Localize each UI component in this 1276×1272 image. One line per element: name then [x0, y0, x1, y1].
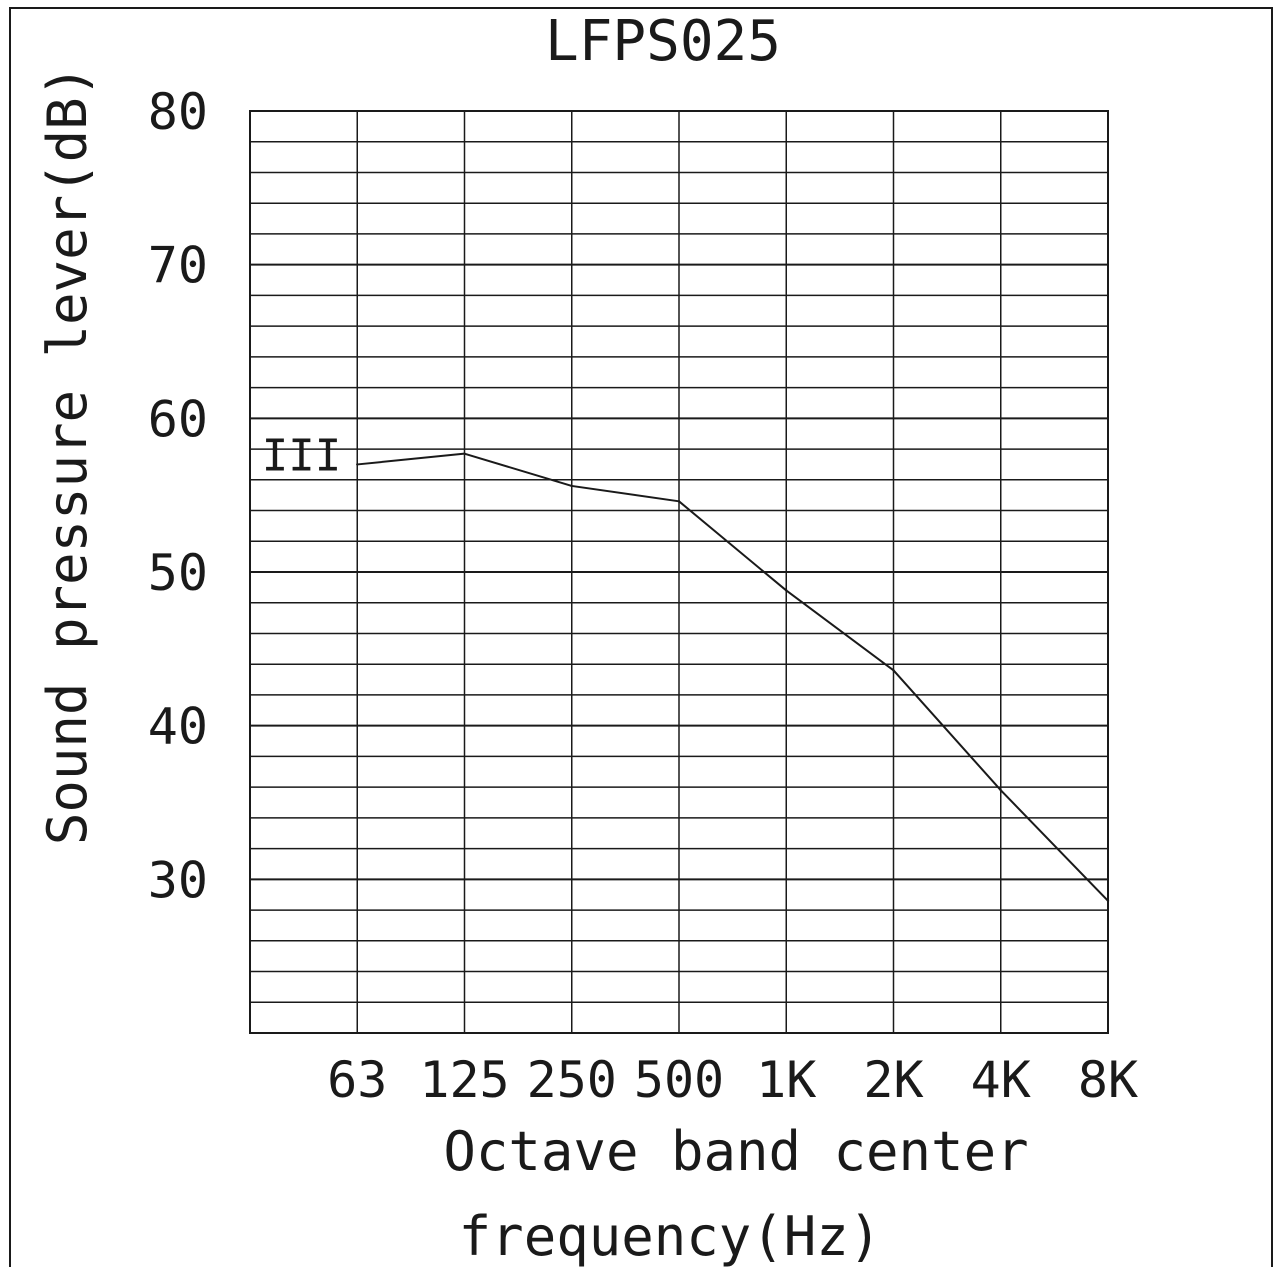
x-tick-label: 63	[327, 1051, 387, 1109]
x-tick-label: 8K	[1078, 1051, 1138, 1109]
chart-title: LFPS025	[545, 9, 781, 74]
y-tick-label: 30	[148, 851, 208, 909]
x-tick-label: 4K	[971, 1051, 1031, 1109]
y-tick-label: 50	[148, 544, 208, 602]
data-point	[677, 500, 681, 503]
data-point	[1106, 899, 1110, 903]
y-tick-label: 40	[148, 698, 208, 756]
series-line-layer: III	[262, 430, 1110, 903]
series-label: III	[262, 430, 341, 481]
y-tick-label: 80	[148, 83, 208, 141]
data-point	[356, 463, 359, 466]
x-tick-label: 125	[419, 1051, 509, 1109]
x-axis-label-line-1: Octave band center	[443, 1120, 1028, 1183]
data-point	[999, 789, 1002, 792]
y-tick-labels: 80 70 60 50 40 30	[148, 83, 208, 909]
data-point	[785, 589, 788, 592]
x-tick-label: 500	[634, 1051, 724, 1109]
data-point	[463, 452, 466, 455]
data-point	[892, 669, 895, 672]
grid	[249, 110, 1109, 1034]
x-tick-label: 250	[527, 1051, 617, 1109]
y-tick-label: 60	[148, 390, 208, 448]
data-point	[570, 484, 573, 488]
x-tick-label: 1K	[756, 1051, 816, 1109]
x-tick-label: 2K	[863, 1051, 923, 1109]
y-axis-label: Sound pressure lever(dB)	[36, 65, 99, 845]
series-line	[357, 452, 1109, 902]
y-tick-label: 70	[148, 237, 208, 295]
x-axis-label-line-2: frequency(Hz)	[459, 1205, 882, 1267]
x-tick-labels: 63 125 250 500 1K 2K 4K 8K	[327, 1051, 1138, 1109]
